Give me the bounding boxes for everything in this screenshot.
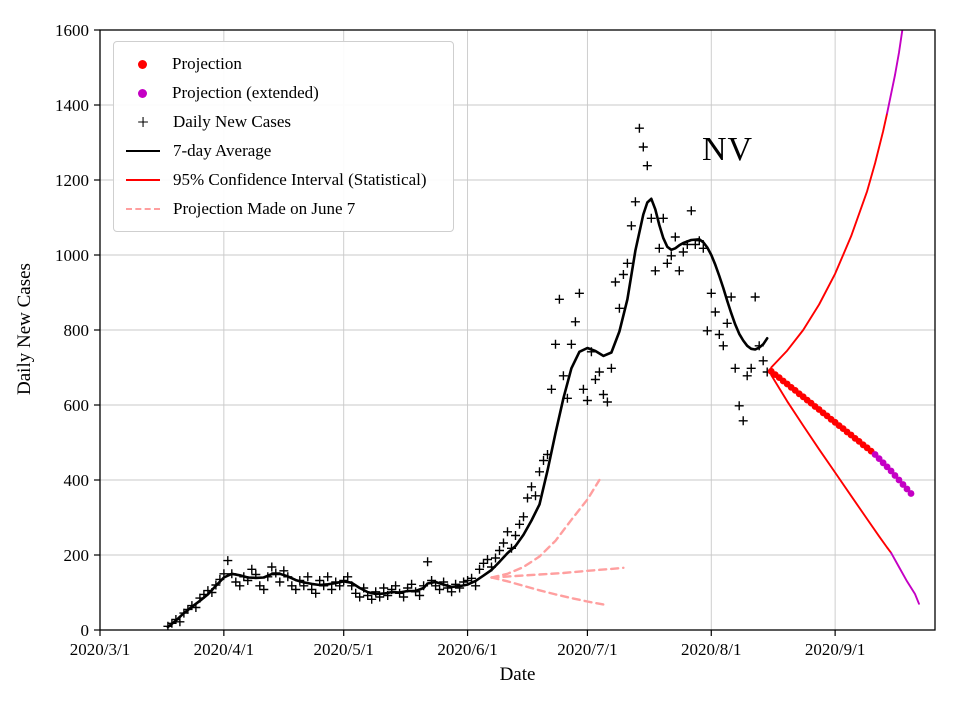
legend-item-projection-extended: Projection (extended) — [126, 82, 427, 104]
svg-text:1400: 1400 — [55, 96, 89, 115]
svg-text:600: 600 — [64, 396, 90, 415]
legend: Projection Projection (extended) + Daily… — [113, 41, 454, 232]
y-axis-title: Daily New Cases — [14, 263, 35, 395]
legend-item-7day-average: 7-day Average — [126, 140, 427, 162]
state-annotation: NV — [702, 131, 754, 168]
svg-text:2020/5/1: 2020/5/1 — [313, 640, 373, 659]
legend-item-june7-projection: Projection Made on June 7 — [126, 198, 427, 220]
projection-extended-dot-icon — [138, 88, 147, 98]
legend-label: Daily New Cases — [173, 112, 292, 131]
legend-label: Projection Made on June 7 — [173, 199, 356, 218]
svg-text:2020/7/1: 2020/7/1 — [557, 640, 617, 659]
svg-text:2020/3/1: 2020/3/1 — [70, 640, 130, 659]
confidence-line-icon — [126, 179, 160, 181]
x-axis-title: Date — [499, 664, 536, 685]
legend-label: Projection (extended) — [172, 83, 319, 102]
svg-text:200: 200 — [64, 546, 90, 565]
legend-label: 95% Confidence Interval (Statistical) — [173, 170, 427, 189]
projection-dot-icon — [138, 59, 147, 69]
legend-label: Projection — [172, 54, 242, 73]
legend-item-projection: Projection — [126, 53, 427, 75]
svg-text:1600: 1600 — [55, 21, 89, 40]
plus-marker-icon: + — [137, 110, 149, 134]
svg-text:400: 400 — [64, 471, 90, 490]
svg-text:1000: 1000 — [55, 246, 89, 265]
legend-item-daily-new-cases: + Daily New Cases — [126, 111, 427, 133]
svg-text:0: 0 — [81, 621, 90, 640]
svg-text:2020/9/1: 2020/9/1 — [805, 640, 865, 659]
svg-text:2020/8/1: 2020/8/1 — [681, 640, 741, 659]
june7-dashed-line-icon — [126, 208, 160, 210]
legend-label: 7-day Average — [173, 141, 272, 160]
svg-text:800: 800 — [64, 321, 90, 340]
svg-text:2020/4/1: 2020/4/1 — [194, 640, 254, 659]
average-line-icon — [126, 150, 160, 152]
svg-text:1200: 1200 — [55, 171, 89, 190]
svg-text:2020/6/1: 2020/6/1 — [437, 640, 497, 659]
legend-item-confidence-interval: 95% Confidence Interval (Statistical) — [126, 169, 427, 191]
